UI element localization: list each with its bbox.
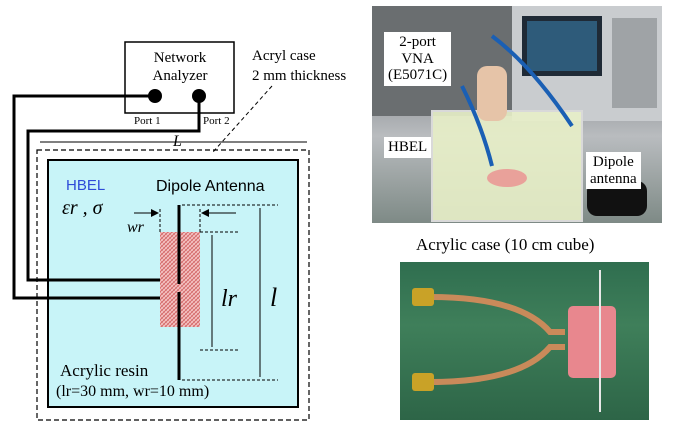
vna-label-line2: VNA	[401, 50, 434, 67]
acryl-case-line1: Acryl case	[252, 48, 316, 64]
hbel-label: HBEL	[66, 177, 105, 194]
vna-label-box: 2-port VNA (E5071C)	[384, 32, 452, 86]
vna-photo: 2-port VNA (E5071C) HBEL Dipole antenna	[372, 6, 662, 223]
acryl-case-outline	[36, 149, 310, 421]
acrylic-case-caption: Acrylic case (10 cm cube)	[416, 235, 595, 254]
photo-hbel-label: HBEL	[384, 137, 432, 158]
probe-photo	[400, 262, 649, 420]
l-label: l	[270, 283, 277, 312]
network-analyzer-line1: Network	[154, 50, 207, 66]
lr-label: lr	[221, 286, 238, 312]
vna-label-line1: 2-port	[399, 34, 436, 50]
acrylic-resin-dims: (lr=30 mm, wr=10 mm)	[56, 383, 209, 400]
acryl-case-line2: 2 mm thickness	[252, 68, 346, 84]
port1-label: Port 1	[134, 115, 161, 127]
eps-sigma-label: εr , σ	[62, 197, 104, 219]
photo-dipole-label: Dipole antenna	[586, 152, 641, 189]
acrylic-resin-label: Acrylic resin	[60, 361, 149, 380]
L-label: L	[172, 133, 182, 150]
acryl-case-pointer	[212, 85, 273, 153]
network-analyzer-box	[124, 41, 235, 114]
vna-label-line3: (E5071C)	[388, 67, 448, 83]
photo-dipole-line2: antenna	[590, 170, 637, 187]
photo-dipole-line1: Dipole	[592, 154, 634, 170]
network-analyzer-line2: Analyzer	[153, 68, 208, 84]
wr-label: wr	[127, 219, 145, 236]
dipole-antenna-label: Dipole Antenna	[156, 178, 265, 195]
port2-label: Port 2	[203, 115, 230, 127]
